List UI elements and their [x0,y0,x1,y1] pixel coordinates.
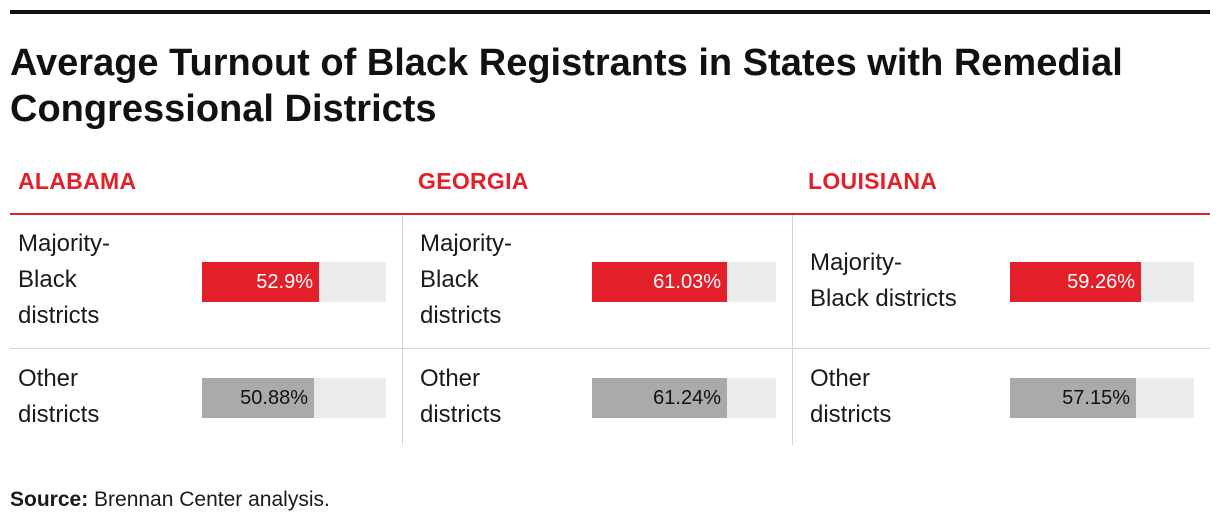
bar-track: 57.15% [1010,378,1194,418]
row-label-other: Other districts [810,361,891,433]
row-label-majority-black: Majority- Black districts [810,245,957,317]
row-label-majority-black: Majority- Black districts [18,226,110,334]
bar-label-georgia-other: 61.24% [653,387,721,409]
row-label-line: districts [420,302,502,329]
chart-title: Average Turnout of Black Registrants in … [10,42,1123,130]
bar-label-georgia-majority: 61.03% [653,271,721,293]
row-label-line: districts [420,401,502,428]
state-header-georgia: GEORGIA [418,168,529,194]
row-label-line: districts [810,401,892,428]
bar-track: 59.26% [1010,262,1194,302]
bar-track: 52.9% [202,262,386,302]
state-header-louisiana: LOUISIANA [808,168,938,194]
bar-louisiana-majority [1010,262,1141,302]
bar-label-louisiana-majority: 59.26% [1067,271,1135,293]
row-label-line: Black districts [810,285,957,312]
bar-track: 50.88% [202,378,386,418]
panel-divider [792,215,793,445]
row-label-line: Majority- [420,230,513,257]
row-label-line: Majority- [18,230,111,257]
state-header-alabama: ALABAMA [18,168,137,194]
row-label-line: Black [420,266,479,293]
bar-label-alabama-majority: 52.9% [256,271,313,293]
source-label: Source: [10,488,89,511]
row-label-line: districts [18,401,100,428]
header-underline [10,213,1210,215]
bar-track: 61.03% [592,262,776,302]
row-label-line: Other [810,365,871,392]
bar-louisiana-other [1010,378,1136,418]
row-label-line: districts [18,302,100,329]
bar-alabama-majority [202,262,319,302]
row-divider [10,348,1210,349]
bar-alabama-other [202,378,314,418]
source-note: Source: Brennan Center analysis. [10,488,330,512]
row-label-line: Other [18,365,79,392]
source-text: Brennan Center analysis. [88,488,330,511]
panel-divider [402,215,403,445]
row-label-majority-black: Majority- Black districts [420,226,512,334]
bar-label-alabama-other: 50.88% [240,387,308,409]
bar-georgia-majority [592,262,727,302]
top-rule [10,10,1210,14]
row-label-line: Other [420,365,481,392]
row-label-line: Majority- [810,249,903,276]
bar-label-louisiana-other: 57.15% [1062,387,1130,409]
bar-track: 61.24% [592,378,776,418]
bar-georgia-other [592,378,727,418]
row-label-other: Other districts [18,361,99,433]
row-label-other: Other districts [420,361,501,433]
row-label-line: Black [18,266,77,293]
